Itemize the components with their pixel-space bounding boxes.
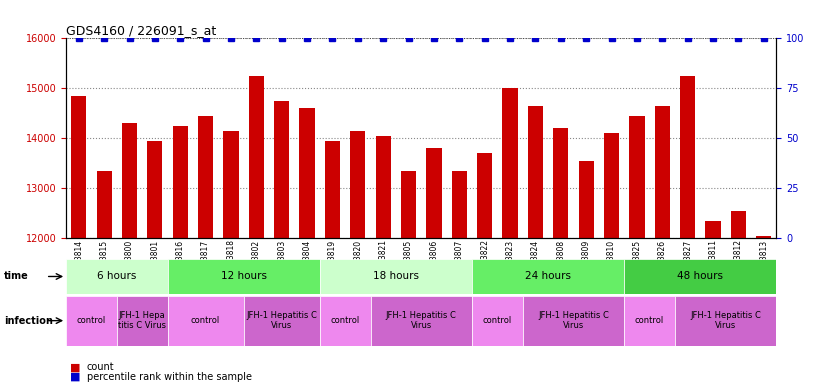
Text: count: count <box>87 362 114 372</box>
FancyBboxPatch shape <box>66 296 116 346</box>
Text: control: control <box>330 316 360 325</box>
FancyBboxPatch shape <box>244 296 320 346</box>
Bar <box>97 170 112 384</box>
Text: JFH-1 Hepatitis C
Virus: JFH-1 Hepatitis C Virus <box>538 311 609 330</box>
Bar <box>376 136 391 384</box>
FancyBboxPatch shape <box>320 296 371 346</box>
FancyBboxPatch shape <box>624 296 675 346</box>
Text: GDS4160 / 226091_s_at: GDS4160 / 226091_s_at <box>66 24 216 37</box>
Text: 6 hours: 6 hours <box>97 271 136 281</box>
Bar <box>528 106 543 384</box>
FancyBboxPatch shape <box>523 296 624 346</box>
Bar <box>452 170 467 384</box>
Bar <box>147 141 163 384</box>
Bar <box>71 96 87 384</box>
Bar <box>731 210 746 384</box>
Text: ■: ■ <box>70 372 81 382</box>
Bar <box>325 141 340 384</box>
Bar <box>756 235 771 384</box>
Bar <box>553 128 568 384</box>
Bar <box>705 220 720 384</box>
Text: control: control <box>482 316 512 325</box>
Text: JFH-1 Hepa
titis C Virus: JFH-1 Hepa titis C Virus <box>118 311 166 330</box>
Bar <box>502 88 518 384</box>
Text: percentile rank within the sample: percentile rank within the sample <box>87 372 252 382</box>
Text: JFH-1 Hepatitis C
Virus: JFH-1 Hepatitis C Virus <box>246 311 317 330</box>
Text: 18 hours: 18 hours <box>373 271 419 281</box>
Bar <box>680 76 695 384</box>
Bar <box>604 133 620 384</box>
Bar <box>249 76 264 384</box>
Text: 48 hours: 48 hours <box>677 271 724 281</box>
FancyBboxPatch shape <box>675 296 776 346</box>
Bar <box>122 123 137 384</box>
Bar <box>300 108 315 384</box>
FancyBboxPatch shape <box>371 296 472 346</box>
FancyBboxPatch shape <box>66 259 168 294</box>
FancyBboxPatch shape <box>320 259 472 294</box>
Bar <box>629 116 644 384</box>
Text: infection: infection <box>4 316 53 326</box>
FancyBboxPatch shape <box>168 259 320 294</box>
Text: JFH-1 Hepatitis C
Virus: JFH-1 Hepatitis C Virus <box>386 311 457 330</box>
Text: control: control <box>77 316 106 325</box>
FancyBboxPatch shape <box>472 296 523 346</box>
Bar <box>274 101 289 384</box>
Bar <box>578 161 594 384</box>
Text: 24 hours: 24 hours <box>525 271 571 281</box>
Bar <box>350 131 365 384</box>
Bar <box>426 148 442 384</box>
Text: control: control <box>635 316 664 325</box>
FancyBboxPatch shape <box>472 259 624 294</box>
Text: control: control <box>191 316 221 325</box>
Bar <box>223 131 239 384</box>
Bar <box>477 153 492 384</box>
Bar <box>655 106 670 384</box>
Text: JFH-1 Hepatitis C
Virus: JFH-1 Hepatitis C Virus <box>691 311 761 330</box>
Bar <box>173 126 188 384</box>
FancyBboxPatch shape <box>624 259 776 294</box>
Text: 12 hours: 12 hours <box>221 271 267 281</box>
Text: ■: ■ <box>70 362 81 372</box>
Bar <box>198 116 213 384</box>
FancyBboxPatch shape <box>168 296 244 346</box>
Text: time: time <box>4 271 29 281</box>
Bar <box>401 170 416 384</box>
FancyBboxPatch shape <box>116 296 168 346</box>
